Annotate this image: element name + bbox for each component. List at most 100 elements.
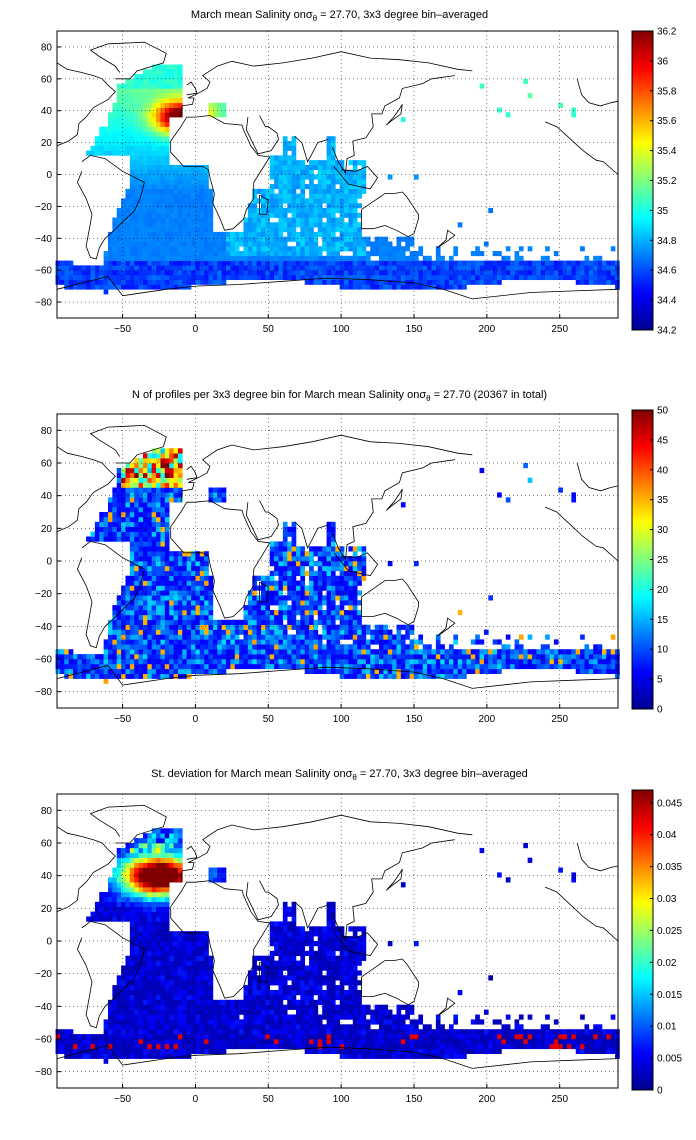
bin-cell <box>116 600 122 606</box>
bin-cell <box>409 236 415 242</box>
bin-cell <box>134 600 139 606</box>
bin-cell <box>374 265 380 271</box>
bin-cell <box>147 580 153 586</box>
bin-cell <box>142 892 148 898</box>
bin-cell <box>134 619 139 625</box>
bin-cell <box>147 916 153 922</box>
bin-cell <box>138 458 144 464</box>
bin-cell <box>208 649 214 655</box>
bin-cell <box>191 222 196 228</box>
bin-cell <box>164 541 170 547</box>
bin-cell <box>160 1009 166 1015</box>
bin-cell <box>151 916 157 922</box>
bin-cell <box>348 575 354 581</box>
bin-cell <box>134 482 139 488</box>
bin-cell <box>274 639 279 645</box>
bin-cell <box>580 654 585 660</box>
bin-cell <box>317 565 323 572</box>
bin-cell <box>173 492 179 498</box>
bin-cell <box>282 141 288 147</box>
bin-cell <box>160 160 166 166</box>
bin-cell <box>177 169 183 175</box>
bin-cell <box>545 260 550 266</box>
bin-cell <box>295 644 301 650</box>
bin-cell <box>326 565 332 572</box>
bin-cell <box>195 203 201 209</box>
bin-cell <box>173 284 179 290</box>
bin-cell <box>584 668 590 674</box>
bin-cell <box>86 673 91 679</box>
bin-cell <box>291 649 297 655</box>
bin-cell <box>151 203 157 209</box>
bin-cell <box>457 274 463 281</box>
bin-cell <box>103 896 109 903</box>
bin-cell <box>344 188 349 194</box>
bin-cell <box>64 659 69 665</box>
bin-cell <box>147 985 153 991</box>
bin-cell <box>142 575 148 581</box>
bin-cell <box>383 236 389 242</box>
bin-cell <box>177 102 183 108</box>
coastline <box>294 521 329 549</box>
bin-cell <box>265 585 271 591</box>
bin-cell <box>173 164 179 171</box>
bin-cell <box>164 164 170 171</box>
bin-cell <box>169 668 174 674</box>
bin-cell <box>243 649 249 655</box>
bin-cell <box>142 639 148 645</box>
bin-cell <box>164 619 170 625</box>
bin-cell <box>142 649 148 655</box>
bin-cell <box>64 668 69 674</box>
bin-cell <box>352 590 358 596</box>
bin-cell <box>147 1014 153 1020</box>
bin-cell <box>274 265 279 271</box>
bin-cell <box>160 236 166 242</box>
bin-cell <box>164 570 170 576</box>
bin-cell <box>317 193 323 199</box>
bin-cell <box>610 634 616 640</box>
bin-cell <box>99 526 104 532</box>
bin-cell <box>330 279 336 285</box>
bin-cell <box>177 265 183 271</box>
bin-cell <box>523 270 528 276</box>
bin-cell <box>160 145 166 151</box>
bin-cell <box>138 862 144 868</box>
bin-cell <box>322 265 327 271</box>
bin-cell <box>125 1009 131 1015</box>
bin-cell <box>116 531 122 537</box>
bin-cell <box>287 193 292 199</box>
bin-cell <box>90 265 96 271</box>
bin-cell <box>462 649 467 655</box>
bin-cell <box>147 69 153 75</box>
bin-cell <box>418 251 424 257</box>
bin-cell <box>182 188 187 194</box>
bin-cell <box>138 994 144 1001</box>
bin-cell <box>300 188 306 194</box>
bin-cell <box>492 654 498 660</box>
bin-cell <box>239 236 244 242</box>
bin-cell <box>164 274 170 281</box>
bin-cell <box>339 222 345 228</box>
bin-cell <box>348 179 354 185</box>
bin-cell <box>125 975 131 981</box>
bin-cell <box>575 649 581 655</box>
bin-cell <box>313 619 319 625</box>
bin-cell <box>383 644 389 650</box>
bin-cell <box>269 188 275 194</box>
bin-cell <box>317 570 323 576</box>
bin-cell <box>300 565 306 572</box>
bin-cell <box>64 654 69 660</box>
bin-cell <box>108 999 113 1005</box>
bin-cell <box>125 659 131 665</box>
bin-cell <box>86 150 91 156</box>
bin-cell <box>247 236 253 242</box>
bin-cell <box>156 463 161 469</box>
bin-cell <box>348 654 354 660</box>
bin-cell <box>247 274 253 281</box>
bin-cell <box>287 251 292 257</box>
bin-cell <box>383 668 389 674</box>
y-tick-label: 20 <box>41 138 53 149</box>
bin-cell <box>138 882 144 888</box>
bin-cell <box>239 663 244 670</box>
bin-cell <box>121 600 126 606</box>
